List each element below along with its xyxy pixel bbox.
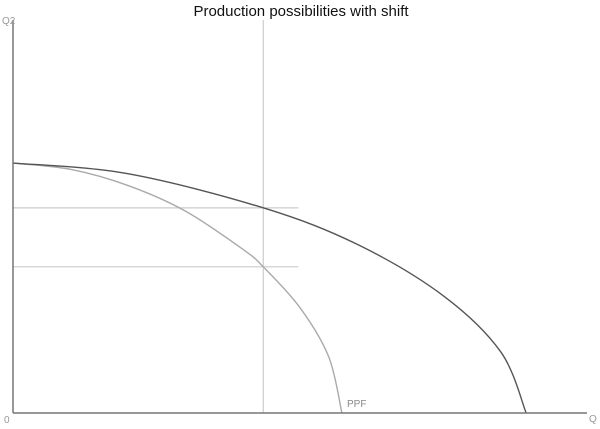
reference-lines bbox=[13, 20, 299, 413]
shifted-ppf-curve bbox=[12, 162, 527, 414]
origin-label: 0 bbox=[4, 415, 10, 426]
chart-title: Production possibilities with shift bbox=[193, 3, 409, 20]
ppf-curve bbox=[12, 162, 343, 414]
curves bbox=[12, 162, 527, 414]
y-axis-label: Q2 bbox=[2, 16, 16, 27]
x-axis-label: Q bbox=[589, 414, 597, 425]
ppf-label: PPF bbox=[347, 399, 366, 410]
